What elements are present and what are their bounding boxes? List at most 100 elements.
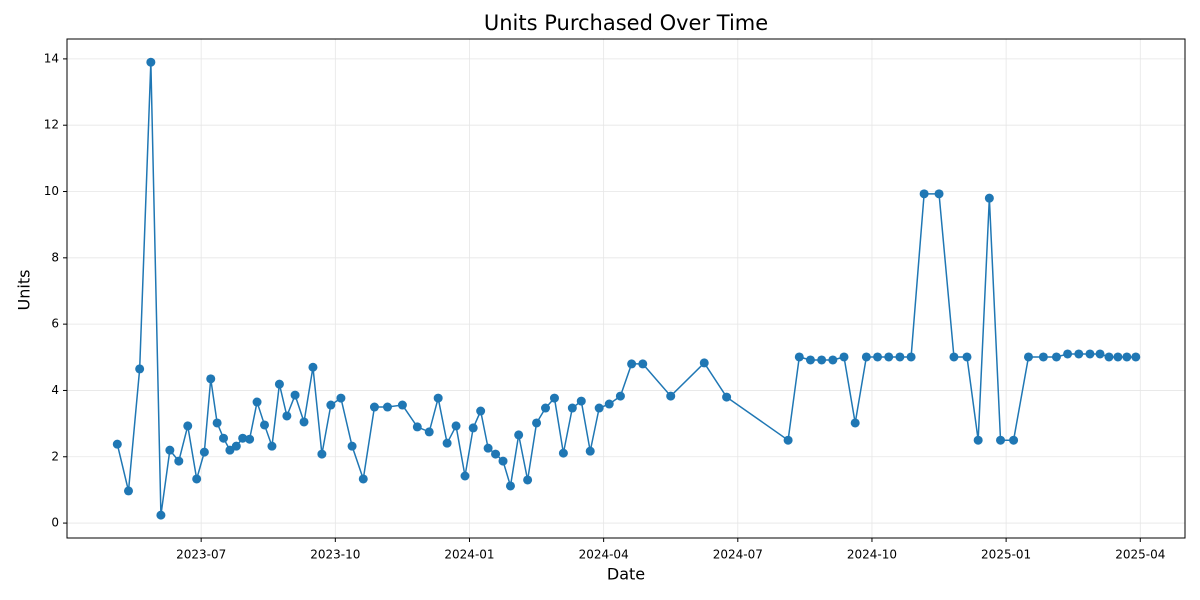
- point: [146, 57, 156, 67]
- point: [358, 474, 368, 484]
- point: [290, 390, 300, 400]
- point: [433, 393, 443, 403]
- point: [549, 393, 559, 403]
- point: [638, 359, 648, 369]
- point: [397, 400, 407, 410]
- point: [282, 411, 292, 421]
- point: [1104, 352, 1114, 362]
- point: [984, 193, 994, 203]
- point: [1122, 352, 1132, 362]
- x-tick-label: 2024-07: [713, 548, 763, 562]
- point: [476, 406, 486, 416]
- x-tick-label: 2023-07: [176, 548, 226, 562]
- point: [996, 435, 1006, 445]
- y-tick-label: 6: [51, 317, 59, 331]
- point: [934, 189, 944, 199]
- point: [1051, 352, 1061, 362]
- point: [219, 433, 229, 443]
- point: [1074, 349, 1084, 359]
- point: [135, 364, 145, 374]
- point: [783, 435, 793, 445]
- point: [1095, 349, 1105, 359]
- point: [252, 397, 262, 407]
- point: [165, 445, 175, 455]
- point: [828, 355, 838, 365]
- y-tick-label: 0: [51, 516, 59, 530]
- point: [1038, 352, 1048, 362]
- point: [567, 403, 577, 413]
- point: [514, 430, 524, 440]
- point: [884, 352, 894, 362]
- point: [326, 400, 336, 410]
- point: [412, 422, 422, 432]
- point: [123, 486, 133, 496]
- point: [604, 399, 614, 409]
- plot-frame: [66, 38, 1186, 539]
- point: [199, 447, 209, 457]
- point: [245, 434, 255, 444]
- point: [156, 510, 166, 520]
- point: [212, 418, 222, 428]
- point: [576, 396, 586, 406]
- point: [722, 392, 732, 402]
- y-axis-label: Units: [15, 270, 34, 311]
- point: [1063, 349, 1073, 359]
- point: [949, 352, 959, 362]
- point: [615, 391, 625, 401]
- y-tick-label: 14: [44, 51, 59, 65]
- point: [666, 391, 676, 401]
- point: [627, 359, 637, 369]
- point: [192, 474, 202, 484]
- point: [973, 435, 983, 445]
- point: [805, 355, 815, 365]
- point: [382, 402, 392, 412]
- point: [231, 441, 241, 451]
- point: [274, 379, 284, 389]
- point: [347, 441, 357, 451]
- point: [906, 352, 916, 362]
- point: [794, 352, 804, 362]
- x-tick-label: 2025-01: [981, 548, 1031, 562]
- point: [558, 448, 568, 458]
- point: [873, 352, 883, 362]
- point: [206, 374, 216, 384]
- point: [1009, 435, 1019, 445]
- chart-title: Units Purchased Over Time: [484, 11, 768, 35]
- x-tick-label: 2024-04: [579, 548, 629, 562]
- point: [336, 393, 346, 403]
- point: [1085, 349, 1095, 359]
- point: [850, 418, 860, 428]
- point: [1113, 352, 1123, 362]
- point: [183, 421, 193, 431]
- point: [532, 418, 542, 428]
- point: [1131, 352, 1141, 362]
- point: [460, 471, 470, 481]
- y-tick-label: 12: [44, 118, 59, 132]
- point: [308, 362, 318, 372]
- point: [505, 481, 515, 491]
- x-tick-label: 2024-01: [444, 548, 494, 562]
- point: [919, 189, 929, 199]
- point: [442, 438, 452, 448]
- point: [174, 456, 184, 466]
- x-tick-label: 2024-10: [847, 548, 897, 562]
- point: [895, 352, 905, 362]
- point: [585, 446, 595, 456]
- x-tick-label: 2023-10: [310, 548, 360, 562]
- point: [498, 456, 508, 466]
- point: [699, 358, 709, 368]
- point: [267, 441, 277, 451]
- point: [424, 427, 434, 437]
- point: [369, 402, 379, 412]
- point: [468, 423, 478, 433]
- point: [594, 403, 604, 413]
- x-tick-label: 2025-04: [1115, 548, 1165, 562]
- y-tick-label: 2: [51, 449, 59, 463]
- point: [238, 433, 248, 443]
- point: [260, 420, 270, 430]
- y-tick-label: 8: [51, 250, 59, 264]
- point: [451, 421, 461, 431]
- point: [491, 449, 501, 459]
- point: [962, 352, 972, 362]
